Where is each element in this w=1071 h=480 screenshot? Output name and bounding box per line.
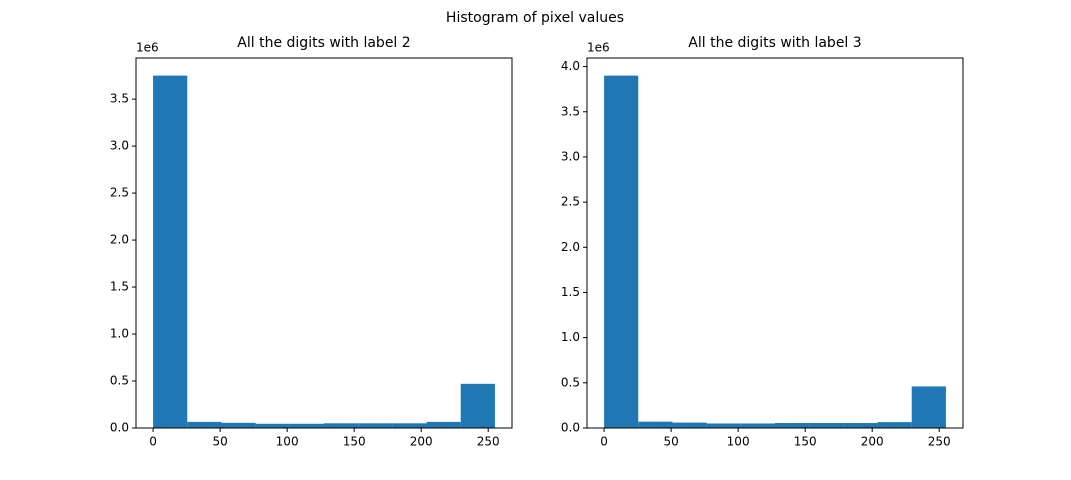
bar: [638, 421, 673, 428]
y-tick-label: 1.5: [110, 280, 129, 294]
y-offset-label: 1e6: [587, 41, 610, 55]
bar: [809, 423, 844, 428]
y-tick-label: 2.5: [110, 186, 129, 200]
x-tick-label: 50: [212, 435, 227, 449]
y-tick-label: 0.5: [561, 375, 580, 389]
y-tick-label: 4.0: [561, 59, 580, 73]
x-tick-label: 250: [477, 435, 500, 449]
y-offset-label: 1e6: [136, 41, 159, 55]
bar: [358, 423, 393, 428]
y-tick-label: 3.0: [110, 139, 129, 153]
y-tick-label: 1.0: [110, 327, 129, 341]
y-tick-label: 2.0: [110, 233, 129, 247]
y-tick-label: 0.0: [561, 421, 580, 435]
bar: [289, 423, 324, 428]
axes-frame: [135, 57, 513, 429]
y-tick-label: 3.0: [561, 149, 580, 163]
axes-frame: [586, 57, 964, 429]
bar: [221, 422, 256, 428]
bar: [426, 421, 461, 428]
y-tick-label: 0.5: [110, 374, 129, 388]
bar: [843, 423, 878, 428]
x-tick-label: 100: [276, 435, 299, 449]
bar: [775, 423, 810, 428]
y-tick-label: 1.5: [561, 285, 580, 299]
bar: [392, 423, 427, 428]
bar: [255, 423, 290, 428]
axes-title: All the digits with label 3: [688, 35, 861, 51]
figure-title: Histogram of pixel values: [446, 10, 624, 26]
bar: [604, 75, 639, 428]
bar: [706, 423, 741, 428]
x-tick-label: 0: [149, 435, 157, 449]
y-tick-label: 0.0: [110, 421, 129, 435]
bar: [877, 422, 912, 428]
bar: [187, 421, 222, 428]
y-tick-label: 3.5: [561, 104, 580, 118]
x-tick-label: 0: [600, 435, 608, 449]
bar: [153, 75, 188, 428]
axes-title: All the digits with label 2: [237, 35, 410, 51]
y-tick-label: 2.5: [561, 195, 580, 209]
x-tick-label: 150: [343, 435, 366, 449]
x-tick-label: 250: [928, 435, 951, 449]
x-tick-label: 200: [861, 435, 884, 449]
bar: [460, 383, 495, 428]
bar: [740, 423, 775, 428]
x-tick-label: 50: [663, 435, 678, 449]
bar: [324, 423, 359, 428]
bar: [911, 386, 946, 428]
y-tick-label: 3.5: [110, 92, 129, 106]
x-tick-label: 150: [794, 435, 817, 449]
x-tick-label: 200: [410, 435, 433, 449]
y-tick-label: 1.0: [561, 330, 580, 344]
bar: [672, 422, 707, 428]
y-tick-label: 2.0: [561, 240, 580, 254]
x-tick-label: 100: [727, 435, 750, 449]
